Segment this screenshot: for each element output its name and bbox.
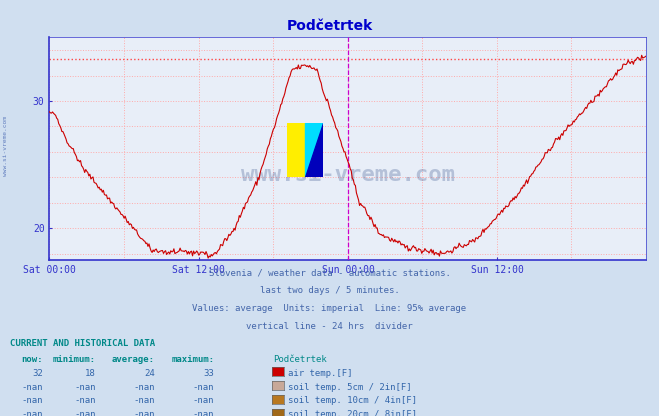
Text: minimum:: minimum: (53, 355, 96, 364)
Text: -nan: -nan (133, 410, 155, 416)
Text: Podčetrtek: Podčetrtek (287, 19, 372, 33)
Polygon shape (304, 123, 323, 177)
Text: 32: 32 (32, 369, 43, 378)
Text: CURRENT AND HISTORICAL DATA: CURRENT AND HISTORICAL DATA (10, 339, 155, 348)
Text: -nan: -nan (192, 396, 214, 406)
Text: -nan: -nan (133, 383, 155, 392)
Text: -nan: -nan (133, 396, 155, 406)
Polygon shape (287, 123, 304, 177)
Text: last two days / 5 minutes.: last two days / 5 minutes. (260, 286, 399, 295)
Polygon shape (304, 123, 323, 177)
Text: -nan: -nan (192, 410, 214, 416)
Text: -nan: -nan (21, 410, 43, 416)
Text: air temp.[F]: air temp.[F] (288, 369, 353, 378)
Text: 24: 24 (144, 369, 155, 378)
Text: soil temp. 5cm / 2in[F]: soil temp. 5cm / 2in[F] (288, 383, 412, 392)
Text: -nan: -nan (74, 383, 96, 392)
Text: now:: now: (21, 355, 43, 364)
Text: 33: 33 (204, 369, 214, 378)
Text: -nan: -nan (74, 396, 96, 406)
Text: Slovenia / weather data - automatic stations.: Slovenia / weather data - automatic stat… (208, 268, 451, 277)
Text: www.si-vreme.com: www.si-vreme.com (241, 166, 455, 186)
Text: soil temp. 10cm / 4in[F]: soil temp. 10cm / 4in[F] (288, 396, 417, 406)
Text: vertical line - 24 hrs  divider: vertical line - 24 hrs divider (246, 322, 413, 331)
Text: -nan: -nan (21, 383, 43, 392)
Text: maximum:: maximum: (171, 355, 214, 364)
Text: Values: average  Units: imperial  Line: 95% average: Values: average Units: imperial Line: 95… (192, 304, 467, 313)
Text: www.si-vreme.com: www.si-vreme.com (3, 116, 8, 176)
Text: -nan: -nan (21, 396, 43, 406)
Text: 18: 18 (85, 369, 96, 378)
Text: soil temp. 20cm / 8in[F]: soil temp. 20cm / 8in[F] (288, 410, 417, 416)
Text: average:: average: (112, 355, 155, 364)
Text: -nan: -nan (192, 383, 214, 392)
Text: -nan: -nan (74, 410, 96, 416)
Text: Podčetrtek: Podčetrtek (273, 355, 328, 364)
